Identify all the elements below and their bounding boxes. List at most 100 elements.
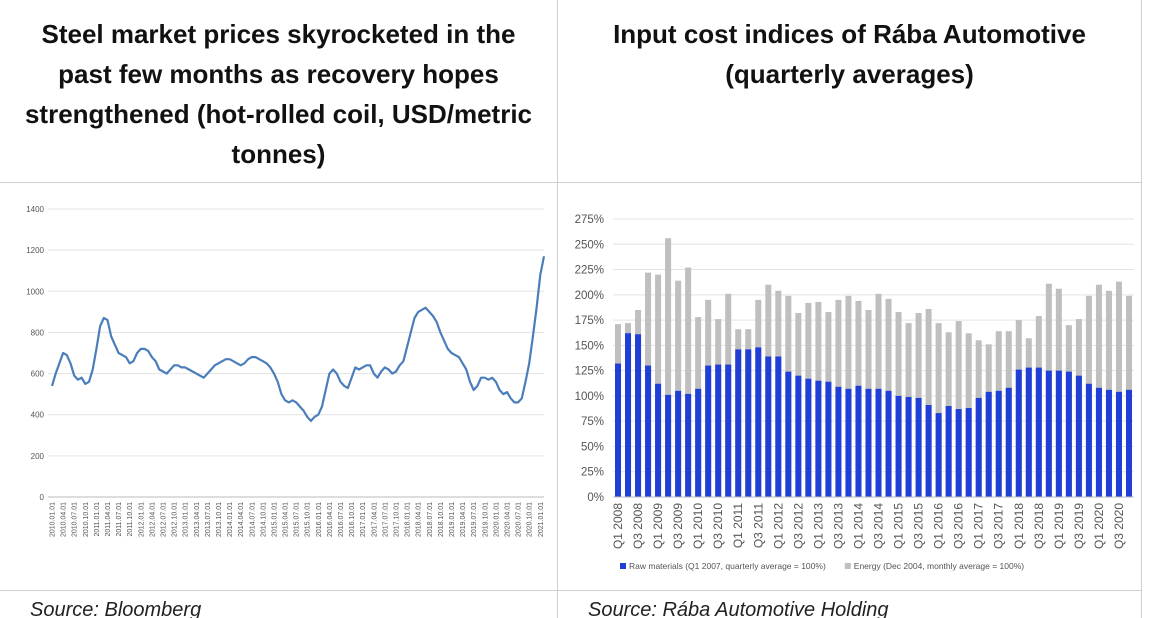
panel-title: Input cost indices of Rába Automotive (q… xyxy=(613,19,1086,89)
bar xyxy=(695,388,702,497)
bar xyxy=(845,388,852,497)
bar xyxy=(715,364,722,497)
header-cell: Input cost indices of Rába Automotive (q… xyxy=(558,0,1142,183)
x-tick-label: 2015.01.01 xyxy=(271,502,278,537)
x-tick-label: 2010.01.01 xyxy=(50,502,57,537)
x-tick-label: 2018.10.01 xyxy=(438,502,445,537)
bar xyxy=(955,409,962,497)
bar xyxy=(615,363,622,497)
x-tick-label: 2019.07.01 xyxy=(471,502,478,537)
y-tick-label: 0 xyxy=(40,493,45,502)
source-cell: Source: Rába Automotive Holding xyxy=(558,591,1142,618)
bar xyxy=(805,378,812,497)
x-tick-label: Q3 2018 xyxy=(1032,503,1046,549)
x-tick-label: Q3 2017 xyxy=(992,503,1006,549)
x-tick-label: 2017.10.01 xyxy=(394,502,401,537)
x-tick-label: Q3 2020 xyxy=(1112,503,1126,549)
x-tick-label: Q3 2019 xyxy=(1072,503,1086,549)
y-tick-label: 125% xyxy=(575,366,604,378)
bar xyxy=(865,388,872,497)
x-tick-label: 2018.07.01 xyxy=(427,502,434,537)
y-tick-label: 150% xyxy=(575,340,604,352)
x-tick-label: Q1 2017 xyxy=(972,503,986,549)
panel-title: Steel market prices skyrocketed in the p… xyxy=(24,19,533,169)
x-tick-label: 2010.04.01 xyxy=(61,502,68,537)
bar xyxy=(745,349,752,497)
bar xyxy=(645,365,652,497)
bar xyxy=(1015,369,1022,497)
y-tick-label: 1200 xyxy=(26,246,44,255)
bar xyxy=(935,323,942,497)
x-tick-label: 2015.07.01 xyxy=(294,502,301,537)
bar xyxy=(905,396,912,497)
x-tick-label: 2016.01.01 xyxy=(316,502,323,537)
bar xyxy=(1085,383,1092,497)
x-tick-label: Q3 2014 xyxy=(872,503,886,549)
bar xyxy=(965,408,972,497)
x-tick-label: 2011.10.01 xyxy=(127,502,134,537)
x-tick-label: 2016.10.01 xyxy=(349,502,356,537)
x-tick-label: Q1 2013 xyxy=(811,503,825,549)
x-tick-label: Q3 2009 xyxy=(671,503,685,549)
x-tick-label: 2015.04.01 xyxy=(283,502,290,537)
x-tick-label: Q3 2012 xyxy=(791,503,805,549)
chart-cell: 0% 25% 50% 75% 100% 125% 150% 175% 200% 225% 250% 2… xyxy=(558,183,1142,591)
bar xyxy=(885,390,892,497)
x-tick-label: 2014.01.01 xyxy=(227,502,234,537)
bar xyxy=(835,386,842,497)
bar xyxy=(685,393,692,497)
x-tick-label: 2014.07.01 xyxy=(249,502,256,537)
legend-swatch xyxy=(620,563,626,569)
bar xyxy=(1095,387,1102,497)
bar xyxy=(1005,387,1012,497)
bar xyxy=(685,267,692,497)
y-tick-label: 200% xyxy=(575,290,604,302)
y-tick-label: 175% xyxy=(575,315,604,327)
x-tick-label: 2013.01.01 xyxy=(183,502,190,537)
bar xyxy=(1075,375,1082,497)
source-cell: Source: Bloomberg xyxy=(0,591,558,618)
bar xyxy=(665,394,672,497)
x-tick-label: Q1 2019 xyxy=(1052,503,1066,549)
y-tick-label: 400 xyxy=(31,411,45,420)
bar xyxy=(1035,367,1042,497)
bar xyxy=(825,381,832,497)
x-tick-label: 2020.04.01 xyxy=(505,502,512,537)
x-tick-label: 2016.07.01 xyxy=(338,502,345,537)
y-tick-label: 600 xyxy=(31,370,45,379)
bar xyxy=(655,383,662,497)
x-tick-label: Q1 2010 xyxy=(691,503,705,549)
x-tick-label: Q1 2011 xyxy=(731,503,745,548)
bar xyxy=(1115,391,1122,497)
legend-swatch xyxy=(844,563,851,569)
x-tick-label: Q3 2008 xyxy=(631,503,645,549)
x-tick-label: 2012.04.01 xyxy=(149,502,156,537)
x-tick-label: 2017.01.01 xyxy=(360,502,367,537)
x-tick-label: 2020.10.01 xyxy=(527,502,534,537)
bar xyxy=(935,413,942,497)
bar xyxy=(995,390,1002,497)
x-tick-label: 2020.01.01 xyxy=(493,502,500,537)
header-cell: Steel market prices skyrocketed in the p… xyxy=(0,0,558,183)
x-tick-label: Q1 2008 xyxy=(611,503,625,549)
bar xyxy=(675,280,682,497)
x-tick-label: Q1 2014 xyxy=(851,503,865,549)
bar xyxy=(975,397,982,497)
bar xyxy=(815,380,822,497)
bar xyxy=(725,364,732,497)
x-tick-label: 2013.07.01 xyxy=(205,502,212,537)
bar xyxy=(635,334,642,497)
x-tick-label: 2012.01.01 xyxy=(138,502,145,537)
bar xyxy=(925,405,932,497)
x-tick-label: 2011.04.01 xyxy=(105,502,112,537)
x-tick-label: Q1 2020 xyxy=(1092,503,1106,549)
y-tick-label: 100% xyxy=(575,391,604,403)
x-tick-label: 2012.10.01 xyxy=(172,502,179,537)
bar xyxy=(1065,371,1072,497)
bar xyxy=(985,391,992,497)
y-tick-label: 0% xyxy=(587,492,604,504)
chart: 0 200 400 600 800 1000 1200 1400 2010.01.01 2010.… xyxy=(26,205,546,537)
x-tick-label: 2011.01.01 xyxy=(94,502,101,537)
bar xyxy=(665,238,672,497)
